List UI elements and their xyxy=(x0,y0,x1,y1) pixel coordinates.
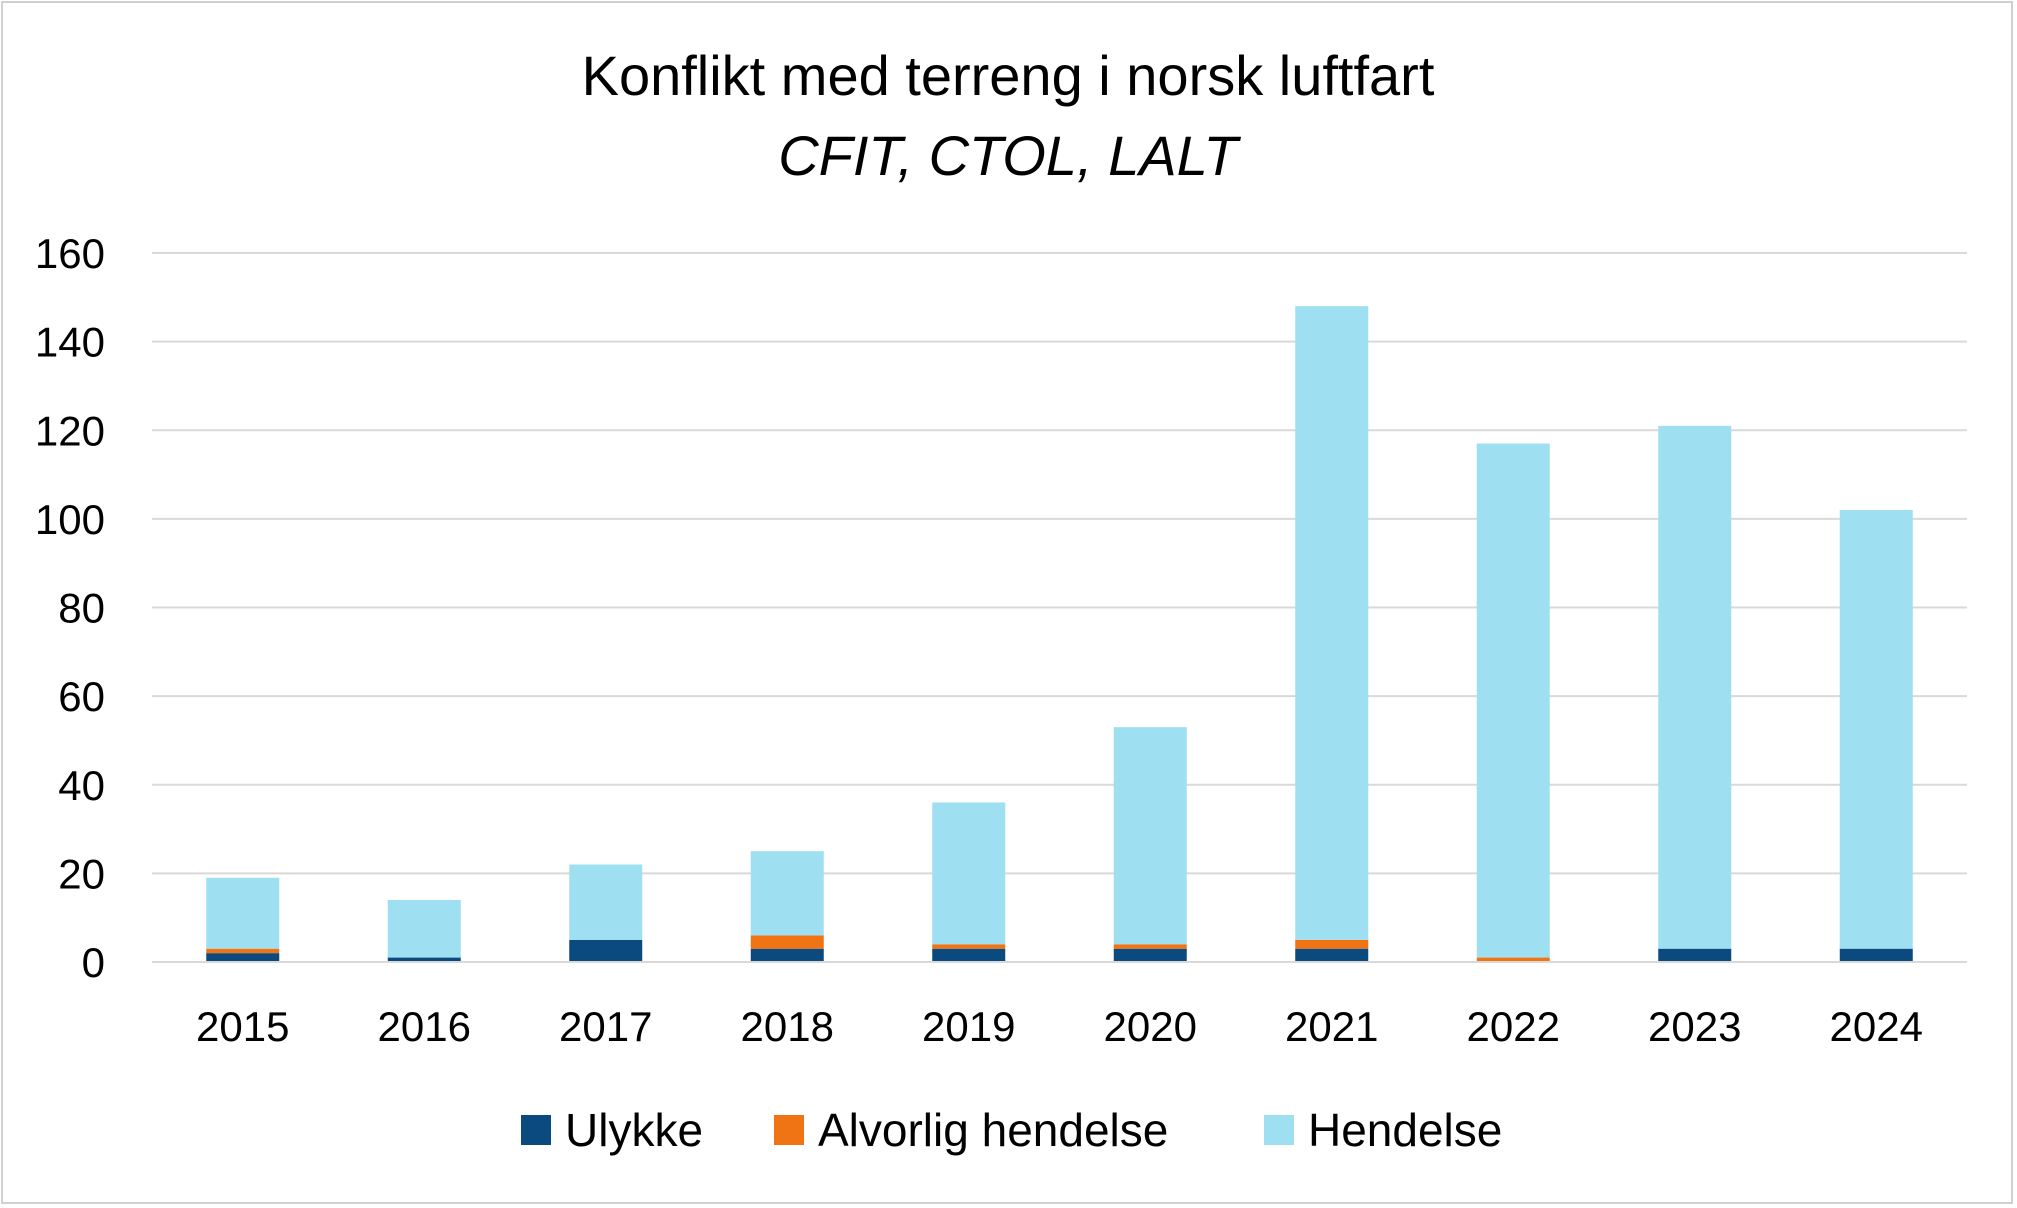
bar-segment xyxy=(1658,948,1732,962)
x-axis-ticks: 2015 2016 2017 2018 2019 2020 2021 2022 2023 2024 xyxy=(196,1003,1923,1050)
bar-segment xyxy=(1113,727,1187,945)
bar-segment xyxy=(1295,939,1369,949)
x-tick-label: 2015 xyxy=(196,1003,289,1050)
bar-segment xyxy=(932,944,1006,949)
bar-segment xyxy=(569,939,643,962)
y-tick-label: 160 xyxy=(35,230,105,277)
bar-segment xyxy=(387,957,461,962)
bar-segment xyxy=(932,802,1006,945)
bar-segment xyxy=(1476,443,1550,958)
bar-segment xyxy=(1113,948,1187,962)
legend-swatch xyxy=(1264,1115,1294,1145)
bar-segment xyxy=(1658,425,1732,949)
y-tick-label: 100 xyxy=(35,496,105,543)
x-tick-label: 2019 xyxy=(922,1003,1015,1050)
legend-label: Hendelse xyxy=(1308,1104,1502,1156)
legend: Ulykke Alvorlig hendelse Hendelse xyxy=(521,1104,1502,1156)
bar-segment xyxy=(750,851,824,936)
y-axis-ticks: 0 20 40 60 80 100 120 140 160 xyxy=(35,230,105,986)
bar-segment xyxy=(932,948,1006,962)
chart-subtitle: CFIT, CTOL, LALT xyxy=(778,124,1241,187)
y-tick-label: 60 xyxy=(58,673,105,720)
x-tick-label: 2016 xyxy=(378,1003,471,1050)
y-tick-label: 40 xyxy=(58,762,105,809)
bar-segment xyxy=(1476,957,1550,962)
x-tick-label: 2018 xyxy=(741,1003,834,1050)
chart-title: Konflikt med terreng i norsk luftfart xyxy=(582,44,1435,107)
bar-segment xyxy=(1295,948,1369,962)
legend-label: Alvorlig hendelse xyxy=(818,1104,1168,1156)
bar-segment xyxy=(750,935,824,949)
bar-segment xyxy=(569,864,643,940)
x-tick-label: 2022 xyxy=(1467,1003,1560,1050)
legend-swatch xyxy=(521,1115,551,1145)
bar-segment xyxy=(206,953,280,962)
y-tick-label: 140 xyxy=(35,319,105,366)
x-tick-label: 2023 xyxy=(1648,1003,1741,1050)
x-tick-label: 2024 xyxy=(1830,1003,1923,1050)
legend-label: Ulykke xyxy=(565,1104,703,1156)
y-tick-label: 80 xyxy=(58,585,105,632)
bar-segment xyxy=(1839,510,1913,949)
x-tick-label: 2017 xyxy=(559,1003,652,1050)
bar-segment xyxy=(206,877,280,949)
bar-segment xyxy=(1295,306,1369,940)
y-tick-label: 20 xyxy=(58,850,105,897)
bar-segment xyxy=(387,899,461,958)
x-tick-label: 2021 xyxy=(1285,1003,1378,1050)
bar-segment xyxy=(750,948,824,962)
y-tick-label: 0 xyxy=(82,939,105,986)
bars xyxy=(206,306,1913,962)
y-tick-label: 120 xyxy=(35,407,105,454)
x-tick-label: 2020 xyxy=(1104,1003,1197,1050)
legend-swatch xyxy=(774,1115,804,1145)
bar-segment xyxy=(1839,948,1913,962)
bar-segment xyxy=(1113,944,1187,949)
bar-segment xyxy=(206,948,280,954)
